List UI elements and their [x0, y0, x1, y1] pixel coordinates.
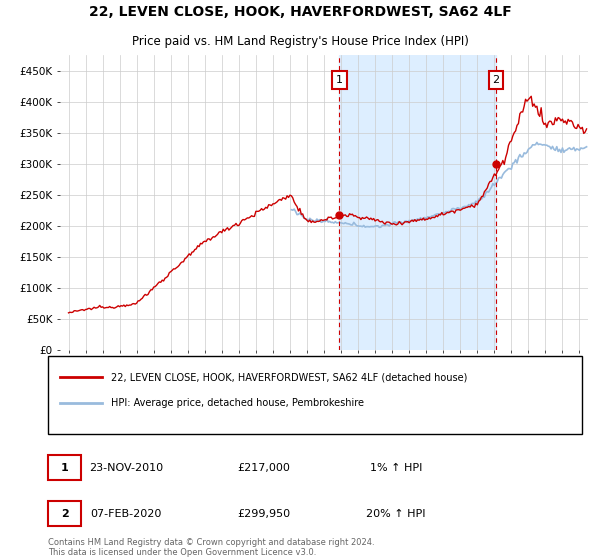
Bar	[48, 501, 81, 526]
Text: 1% ↑ HPI: 1% ↑ HPI	[370, 463, 422, 473]
Text: 20% ↑ HPI: 20% ↑ HPI	[366, 509, 426, 519]
Text: 23-NOV-2010: 23-NOV-2010	[89, 463, 163, 473]
Bar	[340, 55, 496, 350]
Text: 1: 1	[61, 463, 68, 473]
Text: 2: 2	[493, 75, 500, 85]
Text: £217,000: £217,000	[238, 463, 290, 473]
Text: 22, LEVEN CLOSE, HOOK, HAVERFORDWEST, SA62 4LF: 22, LEVEN CLOSE, HOOK, HAVERFORDWEST, SA…	[89, 5, 511, 19]
Text: Price paid vs. HM Land Registry's House Price Index (HPI): Price paid vs. HM Land Registry's House …	[131, 35, 469, 48]
Bar	[48, 356, 582, 434]
Text: 2: 2	[61, 509, 68, 519]
Text: HPI: Average price, detached house, Pembrokeshire: HPI: Average price, detached house, Pemb…	[111, 398, 364, 408]
Text: Contains HM Land Registry data © Crown copyright and database right 2024.
This d: Contains HM Land Registry data © Crown c…	[48, 538, 374, 557]
Text: £299,950: £299,950	[238, 509, 290, 519]
Bar	[48, 455, 81, 480]
Text: 22, LEVEN CLOSE, HOOK, HAVERFORDWEST, SA62 4LF (detached house): 22, LEVEN CLOSE, HOOK, HAVERFORDWEST, SA…	[111, 372, 467, 382]
Text: 1: 1	[336, 75, 343, 85]
Text: 07-FEB-2020: 07-FEB-2020	[91, 509, 161, 519]
